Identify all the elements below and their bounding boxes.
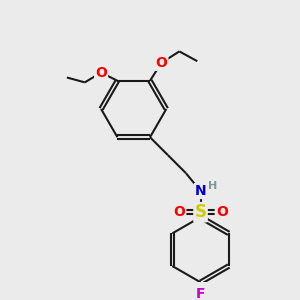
Text: F: F — [196, 287, 205, 300]
Text: H: H — [208, 181, 218, 191]
Text: O: O — [95, 66, 107, 80]
Text: O: O — [155, 56, 167, 70]
Text: N: N — [195, 184, 206, 198]
Text: S: S — [194, 203, 206, 221]
Text: O: O — [173, 205, 185, 219]
Text: O: O — [216, 205, 228, 219]
